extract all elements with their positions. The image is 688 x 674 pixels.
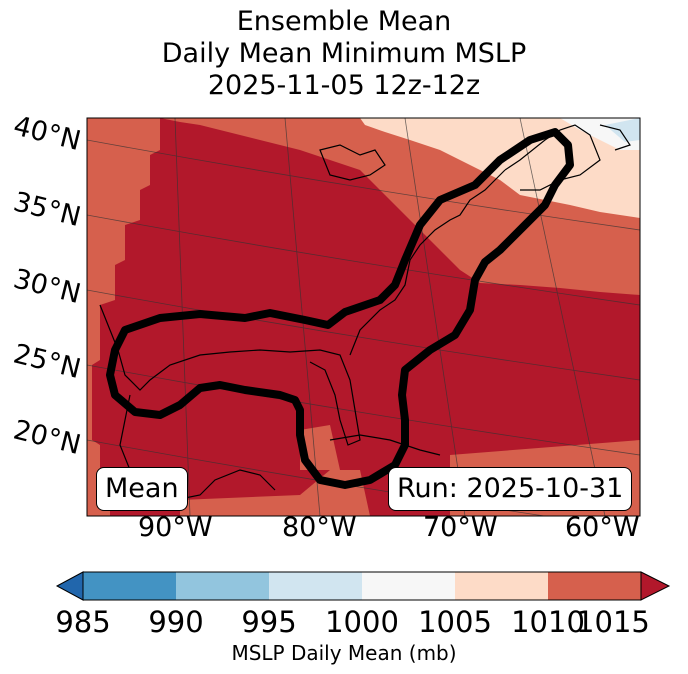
colorbar-bin-990-995 [176, 572, 269, 600]
colorbar-tick-1005: 1005 [418, 605, 492, 639]
colorbar-tick-985: 985 [55, 605, 111, 639]
lon-label-60: 60°W [565, 512, 640, 543]
colorbar-tick-995: 995 [241, 605, 297, 639]
lon-label-70: 70°W [423, 512, 498, 543]
east-coast [349, 169, 506, 356]
colorbar [55, 571, 671, 601]
field-1010-1015-yucatan [300, 425, 340, 470]
colorbar-bin-985-990 [83, 572, 176, 600]
gulf-coast [99, 304, 361, 446]
newfoundland-coast [599, 124, 631, 151]
graticule-lat-35 [87, 139, 640, 231]
title-line-1: Ensemble Mean [236, 6, 452, 37]
colorbar-tick-1010: 1010 [511, 605, 585, 639]
graticule-lat-25 [87, 289, 640, 381]
coastlines [99, 124, 631, 501]
cuba-coast [329, 434, 441, 456]
lon-label-90: 90°W [138, 512, 213, 543]
colorbar-extend-high [640, 571, 671, 601]
graticule-lat-20 [87, 364, 640, 456]
graticule-lon-60 [519, 118, 606, 516]
pressure-contour [106, 128, 574, 489]
run-annotation: Run: 2025-10-31 [388, 467, 633, 511]
graticule-lat-15 [87, 439, 547, 516]
colorbar-tick-1015: 1015 [576, 605, 650, 639]
colorbar-bin-1000-1005 [362, 572, 455, 600]
title-line-3: 2025-11-05 12z-12z [207, 70, 481, 101]
colorbar-tick-1000: 1000 [325, 605, 399, 639]
graticule-lat-30 [87, 214, 640, 306]
graticule-lon-70 [404, 118, 466, 516]
title-line-2: Daily Mean Minimum MSLP [161, 38, 527, 69]
colorbar-tick-990: 990 [148, 605, 204, 639]
field-1010-1015-west [87, 118, 160, 516]
colorbar-bin-1005-1010 [455, 572, 548, 600]
field-995-1000 [605, 118, 640, 142]
colorbar-bin-1010-1015 [548, 572, 641, 600]
graticule [87, 118, 640, 516]
map-frame [86, 117, 641, 517]
mean-annotation: Mean [96, 467, 188, 511]
lon-label-80: 80°W [282, 512, 357, 543]
colorbar-extend-low [55, 571, 84, 601]
colorbar-frame [82, 571, 642, 601]
colorbar-label: MSLP Daily Mean (mb) [231, 641, 457, 665]
great-lakes [319, 144, 386, 181]
colorbar-bin-995-1000 [269, 572, 362, 600]
